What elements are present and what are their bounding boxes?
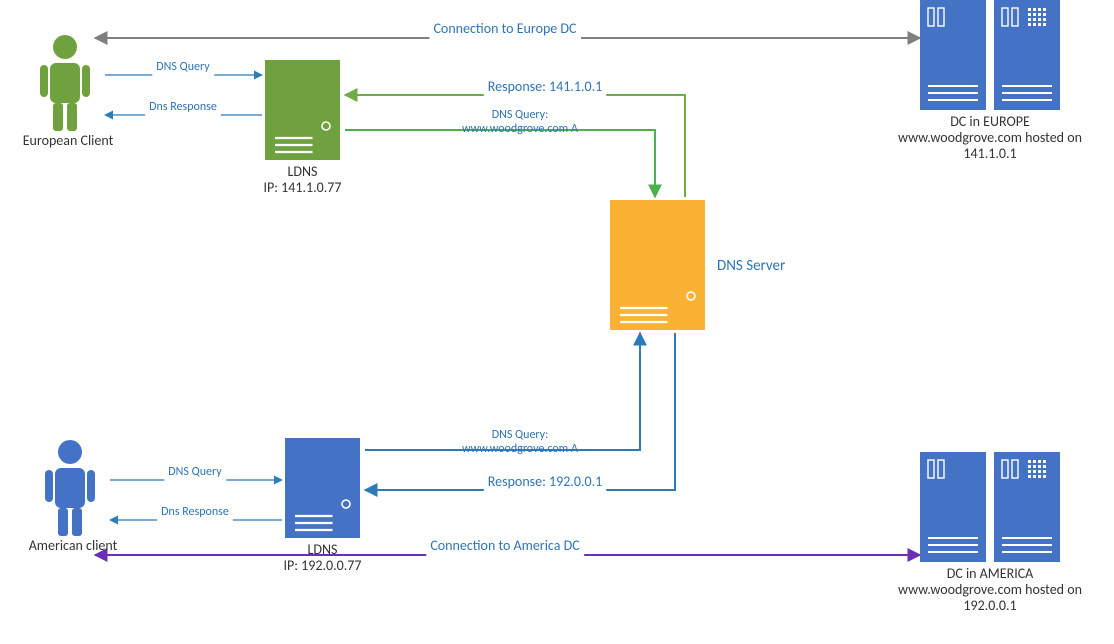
dc-us-label3: 192.0.0.1: [963, 597, 1016, 614]
us-q-label: DNS Query: [168, 465, 222, 479]
dns-server-label: DNS Server: [717, 257, 785, 275]
ldns-us-label2: IP: 192.0.0.77: [284, 557, 362, 574]
ldns-eu-label2: IP: 141.1.0.77: [264, 179, 342, 196]
dc-eu-label3: 141.1.0.1: [963, 145, 1016, 162]
datacenter-icon: [920, 0, 1060, 110]
us-r-label: Dns Response: [161, 505, 229, 519]
ldns-us-label1: LDNS: [308, 541, 338, 558]
eu-qdns-label1: DNS Query:: [492, 108, 549, 122]
euro-client-label: European Client: [23, 132, 114, 149]
ldns-eu-label1: LDNS: [288, 163, 318, 180]
dc-eu-label1: DC in EUROPE: [950, 113, 1030, 130]
eu-resp-label: Response: 141.1.0.1: [488, 78, 602, 95]
server-icon: [610, 200, 705, 330]
us-qdns-label2: www.woodgrove.com A: [462, 442, 578, 456]
amer-client-label: American client: [29, 537, 118, 554]
us-conn-label: Connection to America DC: [430, 537, 580, 554]
dc-us-label1: DC in AMERICA: [947, 565, 1034, 582]
edge-us_response_from_dns: [365, 333, 675, 490]
dns-geo-diagram: European ClientAmerican clientLDNSIP: 14…: [0, 0, 1114, 644]
eu-q-label: DNS Query: [156, 60, 210, 74]
person-icon: [40, 35, 90, 131]
server-icon: [265, 60, 340, 160]
server-icon: [285, 438, 360, 538]
eu-conn-label: Connection to Europe DC: [433, 20, 577, 37]
person-icon: [45, 440, 95, 536]
edge-eu_query_to_dns: [345, 130, 655, 197]
us-qdns-label1: DNS Query:: [492, 428, 549, 442]
us-resp-label: Response: 192.0.0.1: [488, 473, 602, 490]
dc-eu-label2: www.woodgrove.com hosted on: [898, 129, 1082, 146]
datacenter-icon: [920, 452, 1060, 562]
dc-us-label2: www.woodgrove.com hosted on: [898, 581, 1082, 598]
eu-qdns-label2: www.woodgrove.com A: [462, 122, 578, 136]
eu-r-label: Dns Response: [149, 100, 217, 114]
